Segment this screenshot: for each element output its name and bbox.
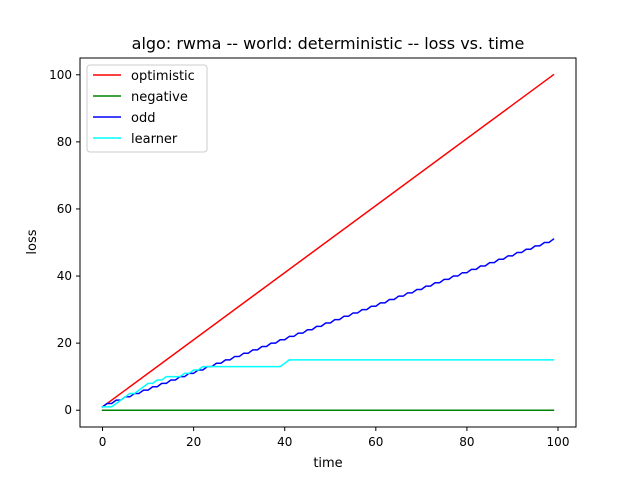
- series-line-odd: [101, 238, 555, 408]
- series-line-learner: [101, 359, 555, 408]
- x-tick-label: 80: [459, 435, 474, 449]
- x-tick-label: 20: [186, 435, 201, 449]
- legend-box: [86, 64, 208, 153]
- legend: optimistic negative odd learner: [86, 64, 208, 153]
- legend-label-learner: learner: [131, 132, 178, 147]
- x-tick-label: 0: [99, 435, 107, 449]
- y-tick-label: 100: [49, 68, 72, 82]
- legend-label-optimistic: optimistic: [131, 69, 195, 84]
- y-tick-label: 40: [57, 269, 72, 283]
- y-tick-label: 0: [64, 403, 72, 417]
- x-tick-label: 100: [547, 435, 570, 449]
- legend-label-negative: negative: [131, 90, 188, 105]
- y-axis-ticks: 0 20 40 60 80 100: [49, 68, 80, 417]
- plot-area: [79, 57, 577, 428]
- x-tick-label: 60: [368, 435, 383, 449]
- y-tick-label: 20: [57, 336, 72, 350]
- x-axis-ticks: 0 20 40 60 80 100: [99, 427, 570, 449]
- series-layer: [101, 73, 555, 411]
- series-line-optimistic: [101, 73, 555, 408]
- x-tick-label: 40: [277, 435, 292, 449]
- chart-title: algo: rwma -- world: deterministic -- lo…: [132, 34, 525, 53]
- legend-label-odd: odd: [131, 111, 155, 126]
- y-tick-label: 60: [57, 202, 72, 216]
- x-axis-label: time: [313, 456, 342, 471]
- y-axis-label: loss: [25, 229, 40, 254]
- y-tick-label: 80: [57, 135, 72, 149]
- axes-frame: [79, 57, 577, 428]
